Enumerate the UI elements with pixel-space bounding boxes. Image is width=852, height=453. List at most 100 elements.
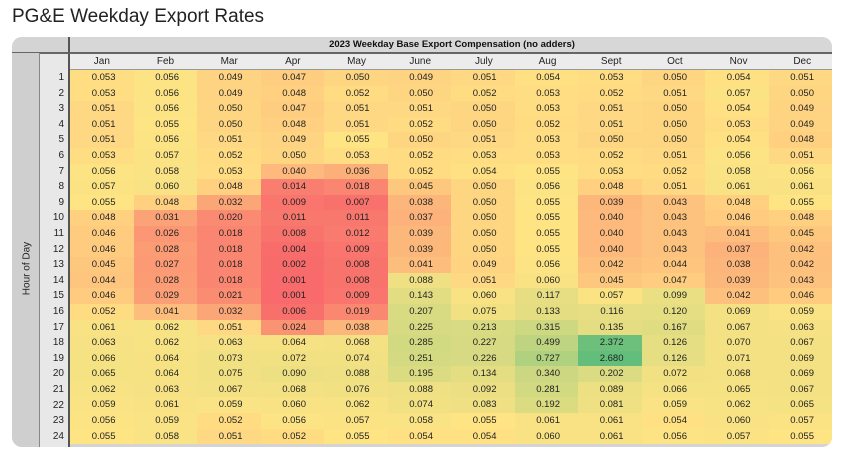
heatmap-cell: 0.050 [768,85,832,102]
heatmap-cell: 0.046 [768,288,832,304]
row-header-hour-5: 5 [58,134,64,146]
table-row: 0.065 0.064 0.075 0.090 0.088 0.195 0.134 0.340… [70,366,832,382]
heatmap-cell: 0.062 [705,397,769,414]
heatmap-cell: 0.050 [451,225,515,242]
heatmap-cell: 0.039 [387,225,451,242]
table-row: 0.063 0.062 0.063 0.064 0.068 0.285 0.227 0.499… [70,335,832,351]
heatmap-cell: 0.051 [70,116,134,133]
heatmap-cell: 2.680 [578,350,642,367]
table-row: 0.066 0.064 0.073 0.072 0.074 0.251 0.226 0.727… [70,350,832,367]
heatmap-cell: 0.051 [451,70,515,86]
heatmap-cell: 0.285 [387,335,451,351]
row-header-hour-6: 6 [58,150,64,161]
heatmap-cell: 0.050 [387,85,451,102]
table-row: 0.046 0.029 0.021 0.001 0.009 0.143 0.060 0.117… [70,288,832,304]
heatmap-cell: 0.045 [70,257,134,273]
heatmap-cell: 0.054 [705,70,769,86]
heatmap-grid: 0.053 0.056 0.049 0.047 0.050 0.049 0.051 0.054… [70,70,832,445]
column-header-feb: Feb [156,56,175,67]
row-header-hour-15: 15 [52,290,64,302]
row-header-hour-18: 18 [52,337,64,349]
column-header-june: June [409,56,432,67]
column-header-nov: Nov [729,56,748,67]
heatmap-cell: 0.083 [451,397,515,414]
heatmap-cell: 0.050 [641,70,705,86]
heatmap-cell: 0.018 [197,225,261,242]
table-corner [12,37,68,54]
heatmap-cell: 0.051 [578,101,642,117]
heatmap-cell: 0.057 [70,179,134,195]
heatmap-cell: 0.039 [578,194,642,211]
heatmap-cell: 0.046 [70,225,134,242]
heatmap-cell: 0.051 [641,85,705,102]
heatmap-cell: 0.054 [705,132,769,148]
heatmap-cell: 0.018 [197,257,261,273]
heatmap-cell: 0.052 [387,116,451,133]
heatmap-cell: 0.041 [705,225,769,242]
row-header-hour-12: 12 [52,243,64,255]
heatmap-cell: 0.064 [133,366,197,382]
row-header-hour-1: 1 [58,72,64,83]
heatmap-cell: 0.075 [451,303,515,320]
table-row: 0.053 0.057 0.052 0.050 0.053 0.052 0.053 0.053… [70,147,832,164]
heatmap-cell: 0.055 [324,132,388,148]
heatmap-cell: 0.068 [324,335,388,351]
heatmap-cell: 0.057 [324,413,388,429]
heatmap-cell: 0.063 [70,335,134,351]
heatmap-cell: 0.042 [705,288,769,304]
heatmap-cell: 0.055 [768,194,832,211]
heatmap-cell: 0.063 [768,319,832,336]
heatmap-cell: 0.048 [768,132,832,148]
column-header-july: July [474,56,493,67]
heatmap-cell: 0.032 [197,303,261,320]
heatmap-cell: 0.050 [641,132,705,148]
heatmap-cell: 0.060 [260,397,324,414]
heatmap-cell: 0.011 [260,210,324,226]
heatmap-cell: 0.051 [578,116,642,133]
heatmap-cell: 0.054 [705,101,769,117]
heatmap-cell: 0.053 [70,147,134,164]
heatmap-cell: 0.126 [641,335,705,351]
row-header-hour-17: 17 [52,321,64,333]
heatmap-cell: 0.056 [705,147,769,164]
heatmap-cell: 0.070 [705,335,769,351]
heatmap-cell: 0.092 [451,381,515,398]
heatmap-cell: 0.052 [387,163,451,180]
heatmap-cell: 0.043 [641,194,705,211]
heatmap-cell: 0.038 [324,319,388,336]
heatmap-cell: 0.061 [514,413,578,429]
heatmap-cell: 0.051 [324,116,388,133]
heatmap-cell: 0.040 [578,225,642,242]
heatmap-cell: 0.042 [768,257,832,273]
heatmap-cell: 0.074 [324,350,388,367]
heatmap-cell: 0.071 [705,350,769,367]
table-row: 0.051 0.055 0.050 0.048 0.051 0.052 0.050 0.052… [70,116,832,133]
table-row: 0.051 0.056 0.051 0.049 0.055 0.050 0.051 0.053… [70,132,832,148]
heatmap-cell: 0.088 [387,381,451,398]
heatmap-cell: 0.076 [324,381,388,398]
heatmap-cell: 0.058 [133,163,197,180]
heatmap-cell: 0.056 [514,179,578,195]
heatmap-cell: 0.051 [451,272,515,289]
heatmap-cell: 0.059 [641,397,705,414]
heatmap-cell: 0.024 [260,319,324,336]
heatmap-cell: 0.055 [70,194,134,211]
heatmap-cell: 0.067 [705,319,769,336]
heatmap-cell: 0.069 [768,350,832,367]
heatmap-cell: 0.002 [260,257,324,273]
heatmap-cell: 0.051 [451,132,515,148]
heatmap-cell: 0.054 [514,70,578,86]
page-title: PG&E Weekday Export Rates [12,6,265,27]
heatmap-cell: 0.054 [451,163,515,180]
heatmap-cell: 0.051 [641,147,705,164]
heatmap-cell: 0.227 [451,335,515,351]
heatmap-cell: 0.120 [641,303,705,320]
heatmap-cell: 0.134 [451,366,515,382]
heatmap-cell: 0.061 [768,179,832,195]
heatmap-cell: 0.061 [70,319,134,336]
heatmap-cell: 0.047 [641,272,705,289]
heatmap-cell: 0.089 [578,381,642,398]
heatmap-cell: 0.011 [324,210,388,226]
heatmap-cell: 0.053 [70,70,134,86]
row-header-hour-23: 23 [52,415,64,427]
